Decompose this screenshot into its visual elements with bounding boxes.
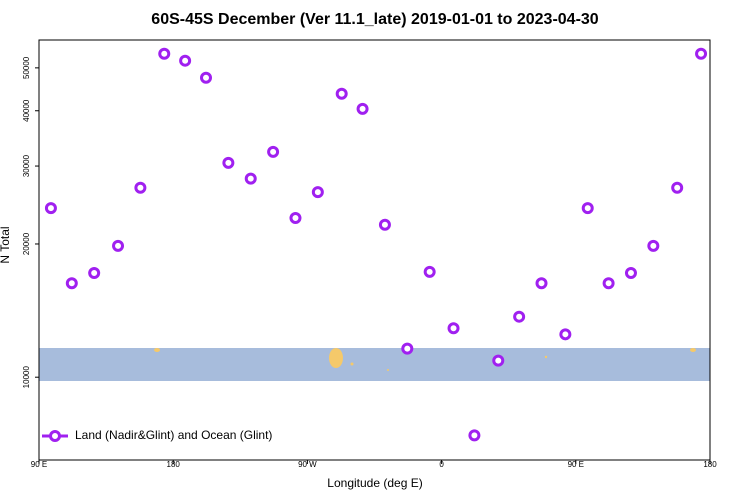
point xyxy=(267,145,280,158)
map-strip xyxy=(39,348,710,381)
y-tick-label: 40000 xyxy=(22,99,31,122)
x-tick-label: 90 E xyxy=(568,460,584,469)
point xyxy=(401,342,414,355)
point xyxy=(311,186,324,199)
point xyxy=(447,322,460,335)
x-tick-label: 90 E xyxy=(31,460,47,469)
land-patch xyxy=(329,348,343,368)
chart-title: 60S-45S December (Ver 11.1_late) 2019-01… xyxy=(151,11,599,28)
x-tick-label: 0 xyxy=(439,460,444,469)
point xyxy=(559,328,572,341)
land-patch xyxy=(387,369,389,371)
point xyxy=(513,310,526,323)
point xyxy=(244,172,257,185)
point xyxy=(335,87,348,100)
point xyxy=(65,277,78,290)
point xyxy=(88,266,101,279)
y-axis-label: N Total xyxy=(0,226,12,263)
legend-label: Land (Nadir&Glint) and Ocean (Glint) xyxy=(75,428,272,442)
point xyxy=(200,71,213,84)
point xyxy=(158,47,171,60)
y-tick-label: 20000 xyxy=(22,232,31,255)
plot-frame xyxy=(38,39,711,461)
point xyxy=(492,354,505,367)
point xyxy=(179,54,192,67)
ocean-band xyxy=(39,348,710,381)
land-patch xyxy=(154,348,160,352)
y-tick-label: 30000 xyxy=(22,154,31,177)
point xyxy=(423,265,436,278)
x-tick-label: 180 xyxy=(703,460,717,469)
point xyxy=(134,181,147,194)
point xyxy=(378,218,391,231)
y-tick-label: 50000 xyxy=(22,56,31,79)
point xyxy=(44,202,57,215)
point xyxy=(624,266,637,279)
point xyxy=(535,277,548,290)
x-tick-label: 90 W xyxy=(298,460,317,469)
point xyxy=(602,277,615,290)
legend-marker xyxy=(49,430,61,442)
x-tick-label: 180 xyxy=(167,460,181,469)
point xyxy=(356,102,369,115)
land-patch xyxy=(544,355,548,359)
y-tick-label: 10000 xyxy=(22,366,31,389)
point xyxy=(695,47,708,60)
point xyxy=(671,181,684,194)
point xyxy=(222,156,235,169)
x-axis-label: Longitude (deg E) xyxy=(327,476,422,490)
point xyxy=(468,429,481,442)
land-patch xyxy=(350,362,354,366)
point xyxy=(647,239,660,252)
point xyxy=(289,211,302,224)
point xyxy=(112,239,125,252)
land-patch xyxy=(690,348,696,352)
point xyxy=(581,202,594,215)
